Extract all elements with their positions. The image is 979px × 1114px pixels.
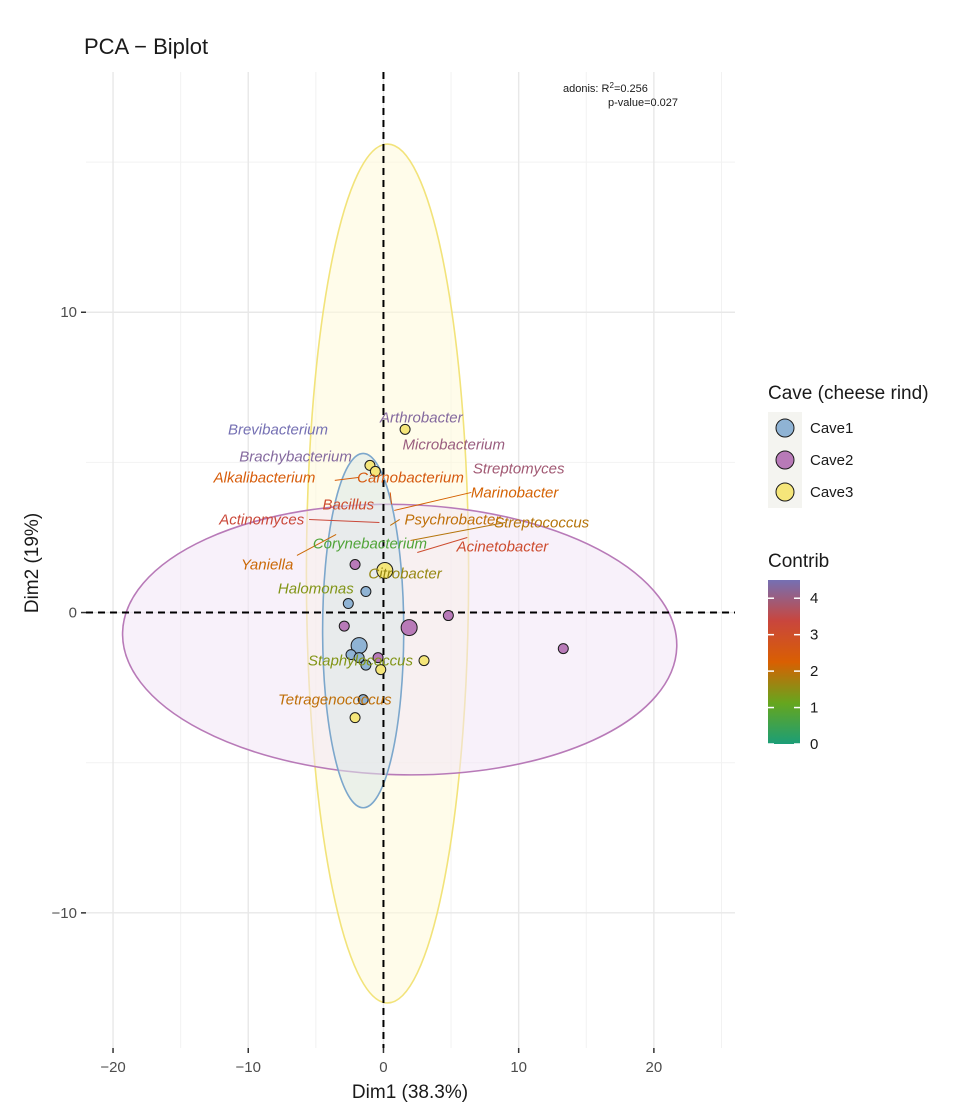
- contrib-tick-label: 2: [810, 663, 818, 680]
- variable-label: Brevibacterium: [228, 421, 328, 438]
- point-cave1: [342, 598, 354, 610]
- point-cave2: [372, 652, 384, 664]
- legend-contrib: Contrib 0 1 2 3 4: [768, 551, 829, 753]
- variable-label: Brachybacterium: [239, 448, 352, 465]
- point-cave1: [360, 586, 372, 598]
- point-cave3: [369, 465, 381, 477]
- point-cave2: [400, 619, 418, 637]
- leader-line: [334, 476, 360, 481]
- plot-panel: Brevibacterium Arthrobacter Microbacterium…: [86, 72, 735, 1048]
- variable-label: Corynebacterium: [313, 535, 427, 552]
- variable-labels: Brevibacterium Arthrobacter Microbacterium…: [213, 409, 590, 708]
- variable-label: Citrobacter: [368, 566, 442, 583]
- contrib-colorbar: [768, 580, 800, 744]
- point-cave2: [557, 643, 569, 655]
- contrib-tick-label: 3: [810, 627, 818, 644]
- zero-lines: [86, 72, 735, 1048]
- adonis-annotation: adonis: R2=0.256 p-value=0.027: [563, 81, 678, 109]
- variable-label: Acinetobacter: [456, 538, 550, 555]
- variable-label: Staphylococcus: [308, 653, 414, 670]
- x-tick-label: 20: [646, 1059, 663, 1076]
- data-points: [338, 423, 569, 724]
- point-cave1: [360, 659, 372, 671]
- variable-label: Bacillus: [322, 496, 374, 513]
- point-cave1: [357, 694, 369, 706]
- x-tick-label: 0: [379, 1059, 387, 1076]
- leader-line: [389, 492, 393, 505]
- leader-line: [309, 518, 380, 523]
- variable-label: Tetragenococcus: [278, 692, 392, 709]
- legend-key-cave2: [775, 450, 795, 470]
- adonis-pvalue-text: p-value=0.027: [608, 97, 678, 109]
- legend-label-cave3: Cave3: [810, 484, 853, 501]
- leader-line: [410, 521, 506, 541]
- label-leader-lines: [296, 476, 506, 556]
- variable-label: Halomonas: [278, 581, 354, 598]
- variable-label: Microbacterium: [403, 436, 506, 453]
- variable-label: Psychrobacter: [404, 511, 501, 528]
- x-tick-label: −20: [100, 1059, 125, 1076]
- legend-cave: Cave (cheese rind) Cave1 Cave2 Cave3: [768, 383, 929, 508]
- x-tick-label: −10: [236, 1059, 261, 1076]
- y-tick-label: −10: [52, 905, 77, 922]
- leader-line: [296, 534, 337, 556]
- leader-line: [417, 536, 468, 553]
- legend-label-cave2: Cave2: [810, 452, 853, 469]
- contrib-tick-label: 4: [810, 590, 818, 607]
- x-axis-title: Dim1 (38.3%): [352, 1082, 468, 1103]
- legend-cave-title: Cave (cheese rind): [768, 383, 929, 404]
- point-cave1: [353, 652, 365, 664]
- variable-label: Actinomyces: [218, 511, 305, 528]
- variable-label: Arthrobacter: [379, 409, 464, 426]
- point-cave3: [418, 655, 430, 667]
- point-cave3: [349, 712, 361, 724]
- contrib-tick-label: 0: [810, 736, 818, 753]
- variable-label: Streptomyces: [473, 460, 565, 477]
- x-axis: −20 −10 0 10 20: [100, 1048, 662, 1076]
- chart-title: PCA − Biplot: [84, 34, 208, 59]
- point-cave2: [442, 610, 454, 622]
- contrib-tick-label: 1: [810, 700, 818, 717]
- x-tick-label: 10: [510, 1059, 527, 1076]
- adonis-r2-text: adonis: R2=0.256: [563, 81, 648, 95]
- leader-line: [389, 519, 400, 526]
- point-cave2: [338, 620, 350, 632]
- point-cave3: [375, 664, 387, 676]
- point-cave2: [349, 559, 361, 571]
- point-cave3: [376, 562, 394, 580]
- variable-label: Carnobacterium: [357, 469, 464, 486]
- leader-line: [394, 491, 472, 511]
- legend-label-cave1: Cave1: [810, 420, 853, 437]
- y-tick-label: 10: [60, 304, 77, 321]
- variable-label: Yaniella: [241, 557, 293, 574]
- legend-key-cave3: [775, 482, 795, 502]
- variable-label: Marinobacter: [471, 484, 560, 501]
- legend-key-cave1: [775, 418, 795, 438]
- y-axis: −10 0 10: [52, 304, 86, 922]
- variable-label: Streptococcus: [494, 514, 590, 531]
- point-cave3: [399, 423, 411, 435]
- variable-label: Alkalibacterium: [213, 469, 316, 486]
- y-axis-title: Dim2 (19%): [22, 513, 43, 613]
- y-tick-label: 0: [69, 605, 77, 622]
- legend-contrib-title: Contrib: [768, 551, 829, 572]
